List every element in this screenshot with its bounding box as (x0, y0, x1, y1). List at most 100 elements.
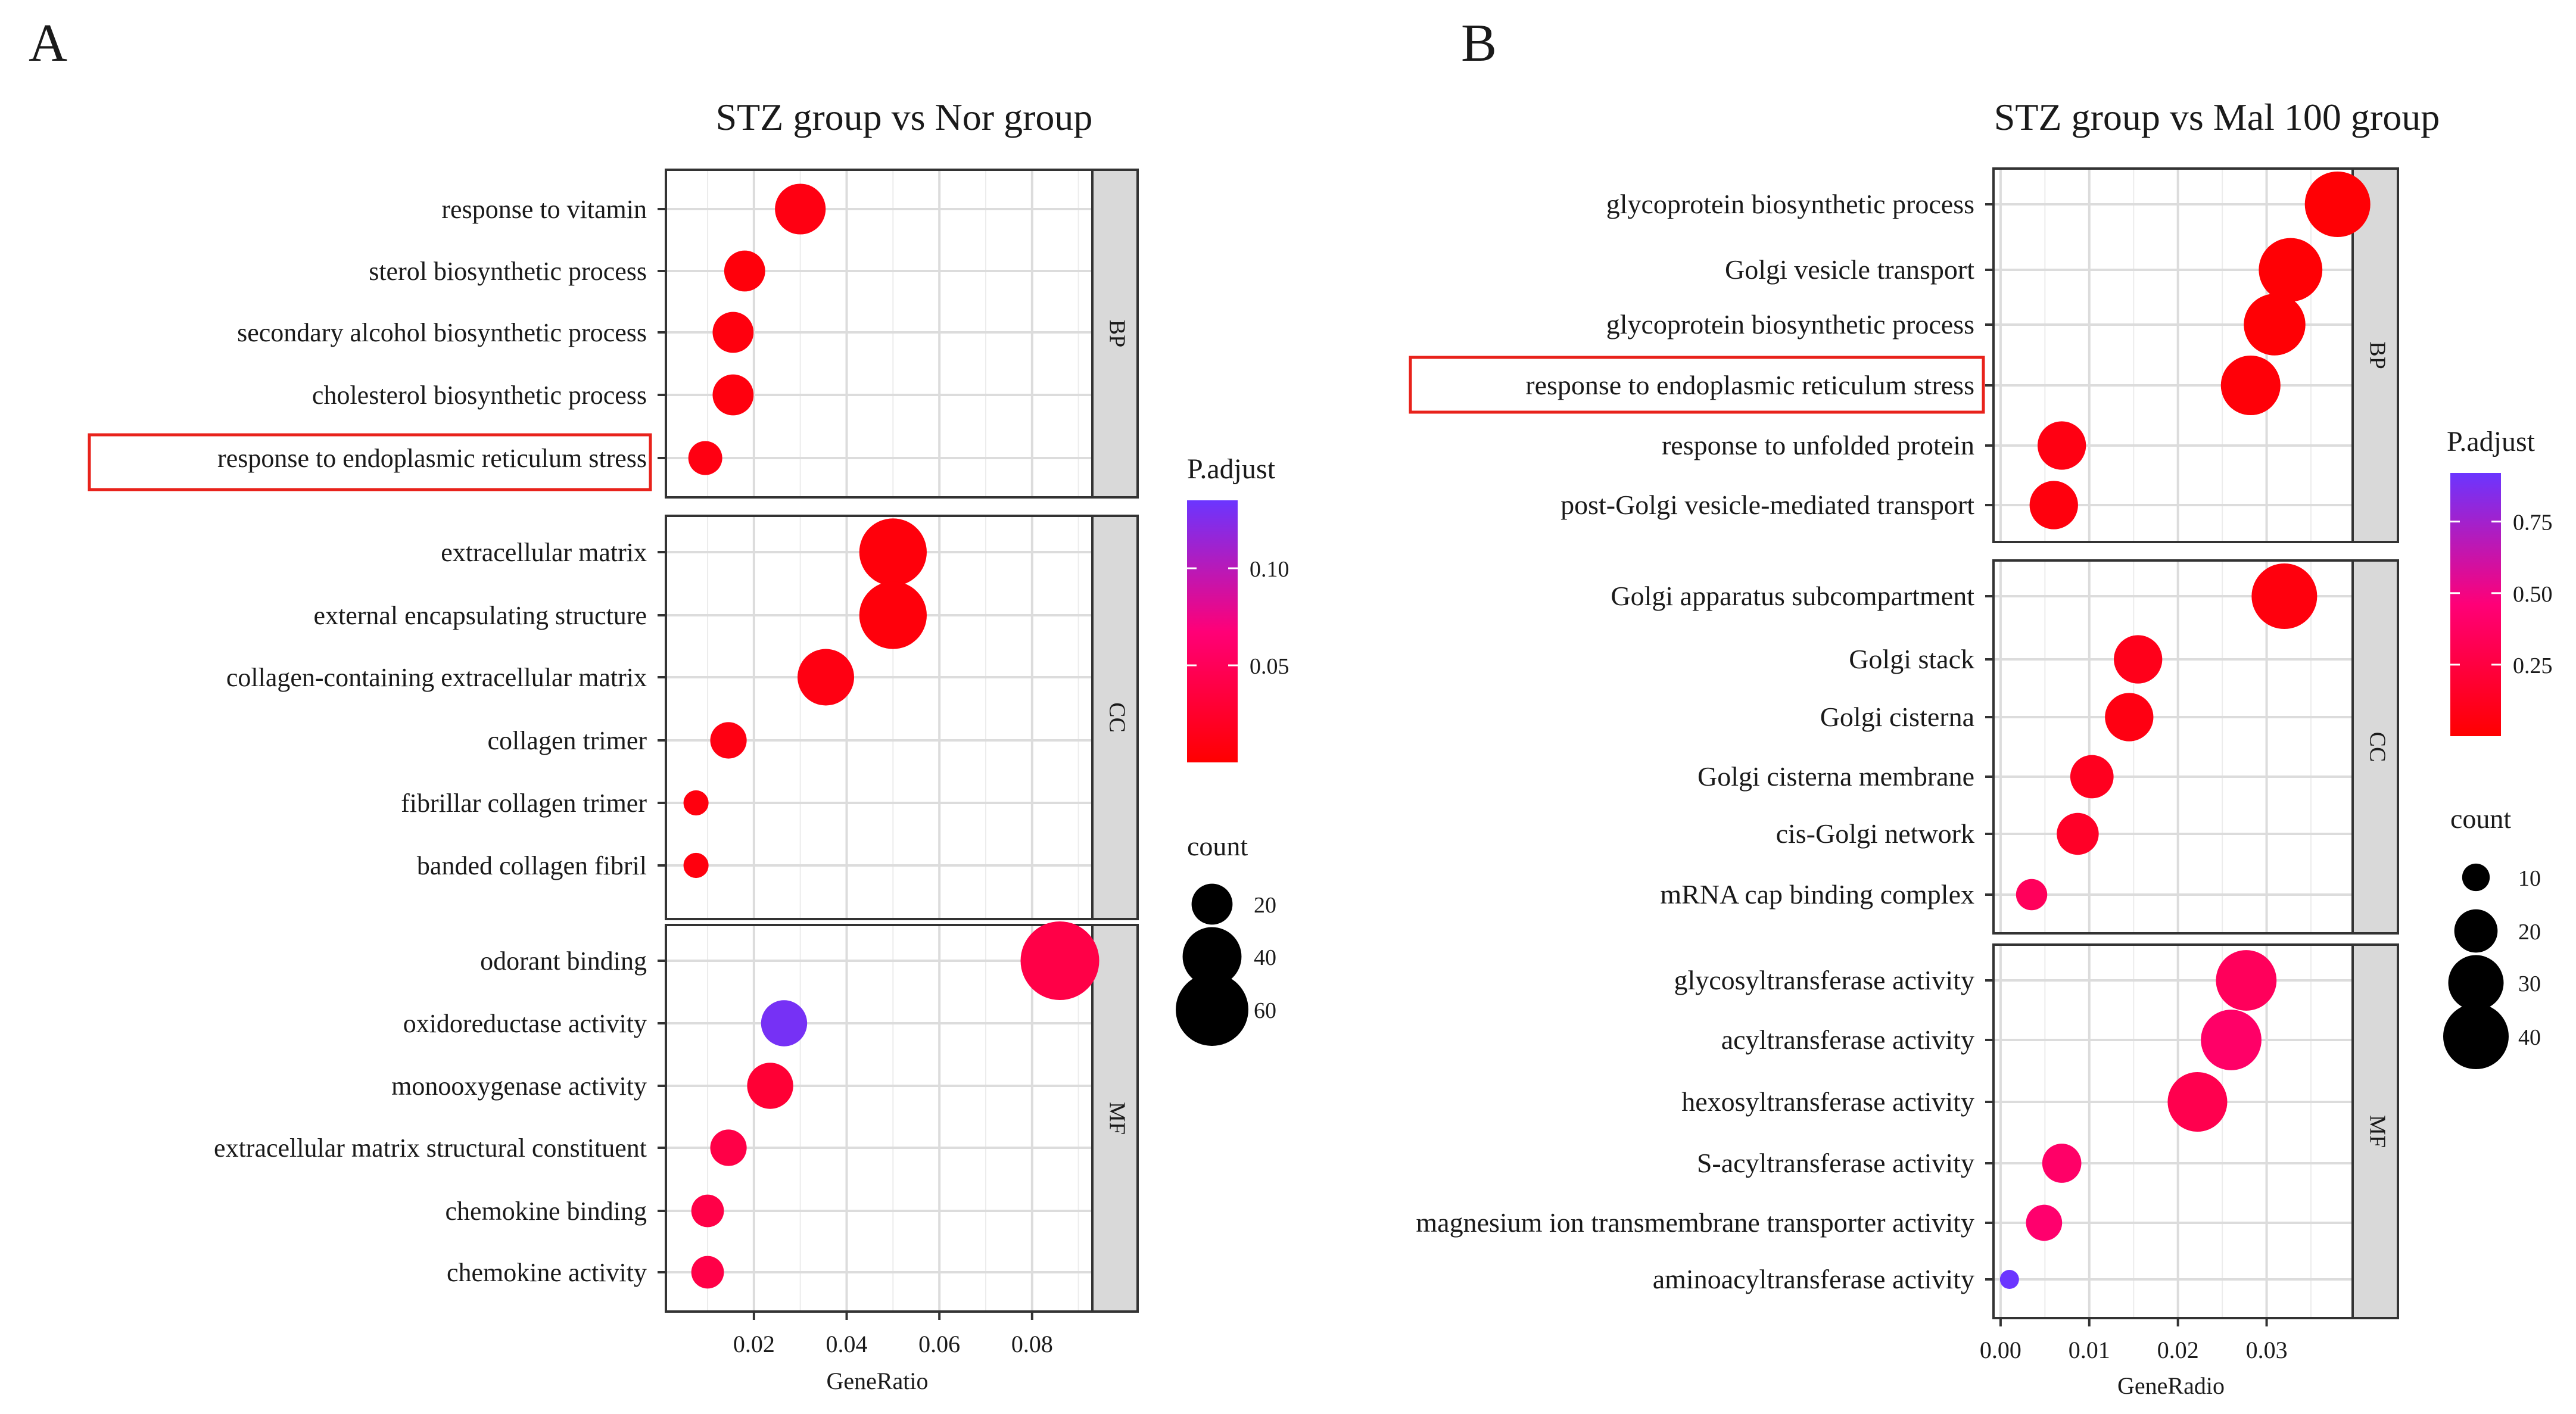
size-legend-dot (1182, 927, 1242, 986)
data-point (2037, 421, 2086, 470)
term-label: response to unfolded protein (1662, 430, 1974, 460)
facet-mf: MF odorant binding oxidoreductase activity… (214, 921, 1139, 1313)
term-label: Golgi stack (1849, 644, 1974, 674)
size-legend-dot (2443, 1004, 2509, 1069)
size-legend-label: 30 (2518, 971, 2541, 996)
color-bar (1187, 500, 1238, 762)
color-bar (2450, 473, 2501, 736)
color-bar-tick-label: 0.50 (2513, 582, 2553, 607)
data-point (775, 183, 826, 235)
data-point (798, 649, 854, 706)
term-label: monooxygenase activity (391, 1072, 647, 1101)
x-axis-label: GeneRadio (2117, 1372, 2225, 1399)
facet-strip-label: CC (2365, 732, 2390, 762)
data-point (691, 1194, 724, 1228)
term-label: collagen trimer (487, 726, 647, 755)
chart-title: STZ group vs Nor group (716, 96, 1093, 138)
data-point (859, 581, 927, 649)
term-label: collagen-containing extracellular matrix (226, 663, 647, 692)
facet-bp: BP response to vitamin sterol biosynthetic… (217, 169, 1139, 499)
facet-strip-label: BP (1104, 320, 1129, 347)
x-tick-label: 0.00 (1980, 1337, 2021, 1363)
highlight-box (88, 433, 652, 491)
facet-strip (2351, 167, 2399, 543)
facet-cc: CC extracellular matrix external encapsula… (226, 515, 1139, 920)
data-point (747, 1063, 793, 1109)
data-point (2251, 563, 2318, 629)
facet-strip-label: CC (1104, 702, 1129, 733)
term-label: post-Golgi vesicle-mediated transport (1560, 490, 1974, 520)
size-legend-label: 40 (1254, 945, 1276, 970)
data-point (859, 518, 927, 586)
data-point (2259, 238, 2323, 302)
term-label: Golgi apparatus subcompartment (1611, 581, 1974, 611)
data-point (2201, 1010, 2262, 1070)
data-point (1999, 1270, 2019, 1289)
panel-a: A STZ group vs Nor group BP response to vit… (29, 14, 1289, 1394)
data-point (2070, 755, 2114, 799)
data-point (2114, 635, 2163, 684)
facet-bp: BP glycoprotein biosynthetic process Golgi… (1525, 167, 2399, 543)
data-point (2042, 1144, 2082, 1183)
data-point (710, 1129, 747, 1166)
size-legend-dot (2454, 909, 2498, 953)
color-bar-tick-label: 0.25 (2513, 653, 2553, 678)
term-label: secondary alcohol biosynthetic process (237, 318, 647, 347)
facet-plot-area (1993, 945, 2353, 1318)
facet-strip (1091, 169, 1139, 499)
color-legend-title: P.adjust (1187, 453, 1276, 485)
facet-plot-area (666, 516, 1092, 919)
term-label: banded collagen fibril (417, 851, 647, 880)
facet-strip-label: MF (2365, 1115, 2390, 1148)
data-point (2216, 950, 2277, 1011)
size-legend-title: count (2450, 803, 2511, 834)
term-label: fibrillar collagen trimer (401, 789, 647, 818)
term-label: cis-Golgi network (1776, 818, 1974, 849)
size-legend-label: 40 (2518, 1025, 2541, 1050)
data-point (2029, 481, 2078, 530)
size-legend-dot (2448, 955, 2504, 1011)
data-point (761, 1000, 808, 1047)
data-point (2220, 355, 2281, 416)
term-label: sterol biosynthetic process (369, 257, 647, 286)
x-tick-label: 0.08 (1011, 1331, 1053, 1357)
data-point (712, 374, 754, 416)
x-tick-label: 0.02 (2157, 1337, 2199, 1363)
data-point (683, 790, 709, 816)
term-label: response to vitamin (441, 195, 647, 224)
facet-plot-area (1993, 169, 2353, 542)
data-point (2167, 1072, 2228, 1132)
facet-cc: CC Golgi apparatus subcompartment Golgi st… (1611, 559, 2399, 935)
term-label: mRNA cap binding complex (1660, 879, 1974, 910)
term-label: extracellular matrix structural constitu… (214, 1133, 647, 1163)
term-label: cholesterol biosynthetic process (312, 381, 647, 410)
x-tick-label: 0.06 (918, 1331, 960, 1357)
data-point (2057, 812, 2099, 855)
x-tick-label: 0.03 (2246, 1337, 2288, 1363)
data-point (2244, 294, 2306, 356)
facet-strip (1091, 924, 1139, 1313)
facet-plot-area (666, 925, 1092, 1312)
data-point (2026, 1204, 2063, 1241)
term-label: glycoprotein biosynthetic process (1606, 189, 1974, 219)
x-tick-label: 0.04 (826, 1331, 868, 1357)
size-legend-dot (1176, 973, 1248, 1046)
x-axis-label: GeneRatio (826, 1368, 928, 1394)
x-tick-label: 0.02 (733, 1331, 775, 1357)
term-label: external encapsulating structure (313, 601, 647, 630)
term-label: response to endoplasmic reticulum stress (1525, 370, 1974, 400)
term-label: glycoprotein biosynthetic process (1606, 309, 1974, 340)
data-point (712, 312, 754, 353)
size-legend-label: 20 (2518, 920, 2541, 945)
size-legend-title: count (1187, 831, 1248, 861)
term-label: odorant binding (480, 946, 647, 976)
term-label: acyltransferase activity (1721, 1024, 1974, 1055)
facet-strip (2351, 943, 2399, 1319)
data-point (1020, 921, 1099, 1000)
panel-label: A (29, 14, 67, 73)
panel-label: B (1461, 14, 1497, 73)
panel-b: B STZ group vs Mal 100 group BP glycoprotei… (1409, 14, 2553, 1399)
facet-strip (2351, 559, 2399, 935)
term-label: extracellular matrix (441, 538, 647, 567)
